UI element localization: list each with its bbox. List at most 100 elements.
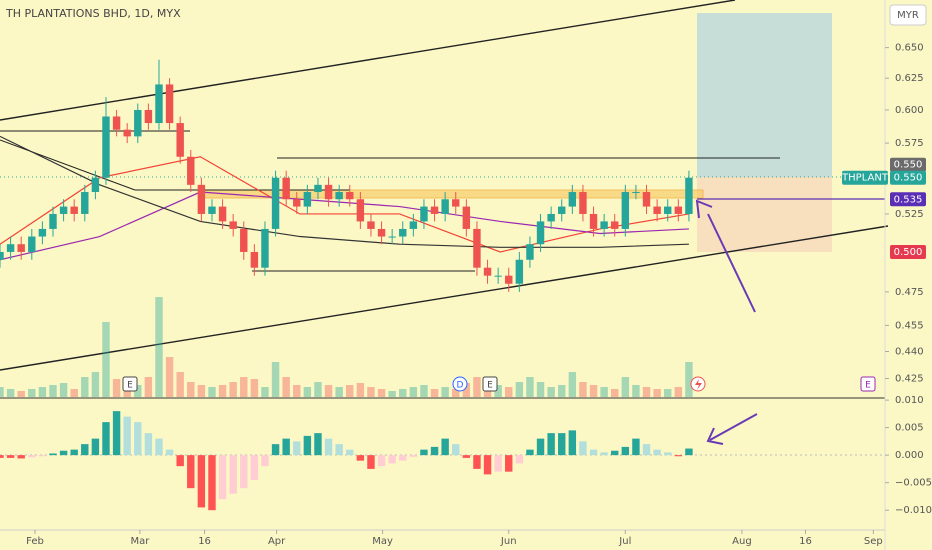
candle-body xyxy=(346,192,354,200)
histogram-bar xyxy=(17,455,25,459)
event-label: D xyxy=(457,381,464,391)
currency-button[interactable] xyxy=(889,4,927,26)
y-tick-label: 0.525 xyxy=(895,209,924,220)
y-tick-label: 0.455 xyxy=(895,320,924,331)
histogram-bar xyxy=(314,433,322,456)
candle-body xyxy=(452,199,460,207)
candle-body xyxy=(59,206,68,214)
arrow-head xyxy=(695,199,713,219)
volume-bar xyxy=(621,377,630,397)
histogram-bar xyxy=(91,438,100,456)
candle-body xyxy=(261,228,269,268)
candle-body xyxy=(547,213,555,222)
candle-body xyxy=(568,192,577,207)
candle-body xyxy=(430,206,439,214)
candle-body xyxy=(6,244,15,252)
volume-bar xyxy=(176,372,184,397)
candle-body xyxy=(49,213,57,229)
moving-average xyxy=(0,135,689,248)
volume-bar xyxy=(409,387,418,397)
candle-body xyxy=(165,84,174,124)
volume-bar xyxy=(642,387,651,397)
histogram-bar xyxy=(642,444,651,456)
candle-body xyxy=(123,129,131,137)
histogram-bar xyxy=(409,455,418,457)
candle-body xyxy=(155,84,163,124)
histogram-bar xyxy=(197,455,206,508)
candle-body xyxy=(187,156,195,185)
event-icon xyxy=(122,376,138,392)
y-tick-label: 0.625 xyxy=(895,73,924,84)
x-tick-label: Jul xyxy=(618,536,631,547)
arrow xyxy=(709,413,758,441)
histogram-bar xyxy=(420,449,428,456)
candle-body xyxy=(38,228,47,237)
price-badge-label: 0.550 xyxy=(894,173,923,184)
histogram-bar xyxy=(240,455,248,489)
event-icon xyxy=(452,376,468,392)
currency[interactable]: MYR xyxy=(897,10,919,21)
volume-bar xyxy=(324,385,333,397)
histogram-bar xyxy=(664,452,672,456)
volume-bar xyxy=(197,385,206,397)
candle-body xyxy=(526,244,534,260)
candle-body xyxy=(293,199,301,207)
volume-bar xyxy=(155,297,163,397)
candle-body xyxy=(356,199,365,222)
volume-bar xyxy=(589,385,598,397)
candle-body xyxy=(0,251,4,260)
candle-body xyxy=(81,192,89,214)
candle-body xyxy=(536,221,545,245)
volume-bar xyxy=(356,383,365,397)
y-tick-label: 0.600 xyxy=(895,105,924,116)
histogram-bar xyxy=(579,441,587,456)
alert-glyph xyxy=(695,379,702,390)
histogram-bar xyxy=(589,449,598,456)
candle-body xyxy=(611,221,619,229)
volume-bar xyxy=(367,387,375,397)
candle-body xyxy=(91,177,100,193)
volume-bar xyxy=(536,382,545,397)
volume-bar xyxy=(558,385,566,397)
histogram-bar xyxy=(462,455,471,458)
candle-body xyxy=(197,184,206,214)
histogram-bar xyxy=(536,438,545,456)
volume-bar xyxy=(6,389,15,397)
histogram-bar xyxy=(102,422,110,456)
histogram-bar xyxy=(494,455,502,472)
histogram-bar xyxy=(346,449,354,456)
histogram-bar xyxy=(134,422,142,456)
candle-body xyxy=(399,228,407,237)
plot: Feb Mar 16 Apr May Jun Jul Aug 16 Sep 0.650 0.625 0.… xyxy=(0,43,932,547)
x-tick-label: Jun xyxy=(500,536,517,547)
y-tick-label: −0.005 xyxy=(895,478,932,489)
histogram-bar xyxy=(208,455,216,511)
candle-body xyxy=(685,177,693,214)
volume-bar xyxy=(293,385,301,397)
volume-bar xyxy=(473,377,481,397)
candle-body xyxy=(409,221,418,229)
x-tick-label: 16 xyxy=(198,536,211,547)
histogram-bar xyxy=(282,438,290,456)
candle-body xyxy=(303,192,312,207)
volume-bar xyxy=(568,372,577,397)
histogram-bar xyxy=(250,455,259,480)
histogram-bar xyxy=(367,455,375,469)
candle-body xyxy=(441,199,449,214)
x-tick-label: 16 xyxy=(799,536,812,547)
histogram-bar xyxy=(388,455,396,464)
volume-bar xyxy=(271,362,280,397)
x-tick-label: Apr xyxy=(268,536,286,547)
stop-zone xyxy=(697,177,832,252)
volume-bar xyxy=(282,377,290,397)
candle-body xyxy=(579,192,587,214)
y-tick-label: 0.650 xyxy=(895,43,924,54)
candle-body xyxy=(515,259,524,284)
histogram-bar xyxy=(377,455,386,467)
histogram-bar xyxy=(165,449,174,456)
candle-body xyxy=(420,206,428,222)
histogram-bar xyxy=(674,455,683,457)
volume-bar xyxy=(81,377,89,397)
volume-bar xyxy=(674,387,683,397)
volume-bar xyxy=(314,382,322,397)
